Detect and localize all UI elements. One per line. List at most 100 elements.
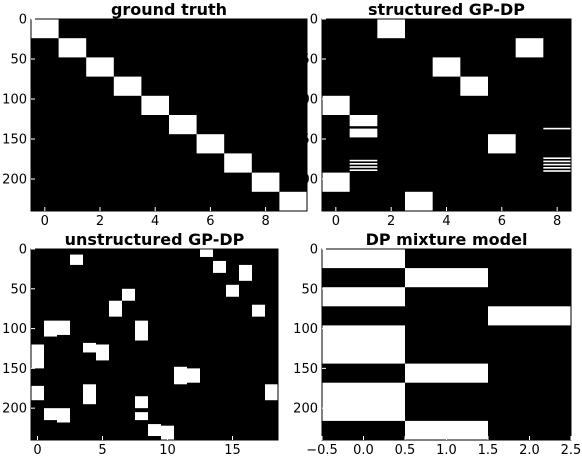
heatmap-cell [148, 424, 161, 437]
heatmap-cell [488, 306, 571, 326]
y-tick-label: 0 [310, 243, 318, 258]
heatmap-cell [86, 57, 114, 77]
heatmap-cell [349, 163, 378, 165]
heatmap-cell [322, 95, 350, 115]
heatmap-cell [349, 169, 378, 171]
heatmap-cell [432, 57, 461, 77]
x-tick-label: 2 [387, 214, 395, 229]
y-tick-label: 0 [310, 13, 318, 28]
heatmap-cell [58, 38, 87, 58]
heatmap-cell [141, 95, 169, 115]
heatmap-cell [322, 325, 405, 364]
subplot-title: DP mixture model [366, 230, 528, 249]
y-tick-label: 150 [2, 362, 27, 377]
x-tick-label: 0 [41, 214, 49, 229]
y-tick-label: 150 [293, 362, 318, 377]
y-tick-label: 100 [293, 93, 318, 108]
y-tick-label: 200 [2, 402, 27, 417]
heatmap-cell [57, 320, 70, 335]
heatmap-cell [239, 264, 252, 281]
heatmap-cell [543, 157, 571, 159]
plot-frame [30, 248, 279, 441]
x-tick-label: 0 [33, 443, 41, 456]
heatmap-cell [265, 384, 278, 401]
heatmap-cell [322, 249, 405, 269]
heatmap-cell [251, 172, 280, 192]
x-tick-label: 1.5 [478, 443, 499, 456]
heatmap-cell [349, 128, 378, 138]
x-tick-label: 2.0 [519, 443, 540, 456]
subplot-1: ground truth 0 2 4 6 8 0 50 100 150 200 [2, 0, 308, 229]
subplot-title: ground truth [111, 0, 227, 19]
heatmap-cell [279, 191, 307, 211]
x-tick-label: 0 [332, 214, 340, 229]
heatmap-cell [349, 166, 378, 168]
heatmap-cell [349, 115, 378, 127]
subplot-title: unstructured GP-DP [65, 230, 245, 249]
heatmap-cell [169, 115, 197, 135]
heatmap-cell [543, 127, 571, 130]
heatmap-cell [349, 159, 378, 162]
heatmap-cell [96, 344, 109, 361]
y-tick-label: 100 [293, 322, 318, 337]
heatmap-cell [213, 260, 226, 273]
heatmap-cell [405, 363, 488, 383]
heatmap-cell [70, 254, 83, 265]
heatmap-cell [135, 396, 148, 409]
heatmap-cell [196, 134, 225, 154]
heatmap-cell [405, 420, 488, 440]
heatmap-cell [83, 384, 96, 405]
heatmap-cell [161, 425, 174, 440]
y-tick-label: 0 [19, 13, 27, 28]
heatmap-cell [405, 191, 433, 211]
heatmap-cell [460, 76, 488, 96]
heatmap-cell [322, 172, 350, 192]
x-tick-label: 8 [261, 214, 269, 229]
x-tick-label: 6 [206, 214, 214, 229]
heatmap-cell [224, 153, 252, 173]
x-tick-label: 5 [98, 443, 106, 456]
heatmap-cell [44, 320, 57, 337]
heatmap-cell [109, 300, 122, 317]
heatmap-cell [122, 288, 135, 301]
heatmap-cell [377, 19, 405, 39]
x-tick-label: −0.5 [306, 443, 338, 456]
x-tick-label: 2 [96, 214, 104, 229]
heatmap-cell [322, 287, 405, 307]
x-tick-label: 4 [442, 214, 450, 229]
heatmap-cell [543, 167, 571, 169]
y-tick-label: 100 [2, 322, 27, 337]
heatmap-cell [31, 344, 44, 369]
y-tick-label: 0 [19, 243, 27, 258]
heatmap-cell [405, 268, 488, 288]
y-tick-label: 200 [293, 402, 318, 417]
x-tick-label: 4 [151, 214, 159, 229]
y-tick-label: 50 [301, 282, 318, 297]
heatmap-cell [322, 382, 405, 421]
heatmap-cell [135, 412, 148, 421]
heatmap-cell [31, 19, 59, 39]
subplot-2: structured GP-DP 0 2 4 6 8 0 50 100 150 200 [293, 0, 572, 229]
y-tick-label: 50 [10, 282, 27, 297]
heatmap-cell [187, 368, 200, 383]
x-tick-label: 2.5 [561, 443, 582, 456]
heatmap-cell [543, 160, 571, 163]
heatmap-cell [226, 284, 239, 297]
heatmap-cell [543, 170, 571, 172]
y-tick-label: 50 [301, 53, 318, 68]
y-tick-label: 150 [2, 133, 27, 148]
subplot-4: DP mixture model −0.5 0.0 0.5 1.0 1.5 2.0 2.5 0 5… [293, 230, 581, 456]
heatmap-cell [200, 249, 213, 257]
plot-frame [30, 18, 308, 212]
heatmap-cell [488, 134, 516, 154]
x-tick-label: 0.0 [353, 443, 374, 456]
heatmap-cell [252, 304, 265, 317]
x-tick-label: 6 [498, 214, 506, 229]
x-tick-label: 0.5 [395, 443, 416, 456]
heatmap-cell [113, 76, 142, 96]
heatmap-cell [515, 38, 544, 58]
heatmap-cell [135, 320, 148, 341]
y-tick-label: 100 [2, 93, 27, 108]
